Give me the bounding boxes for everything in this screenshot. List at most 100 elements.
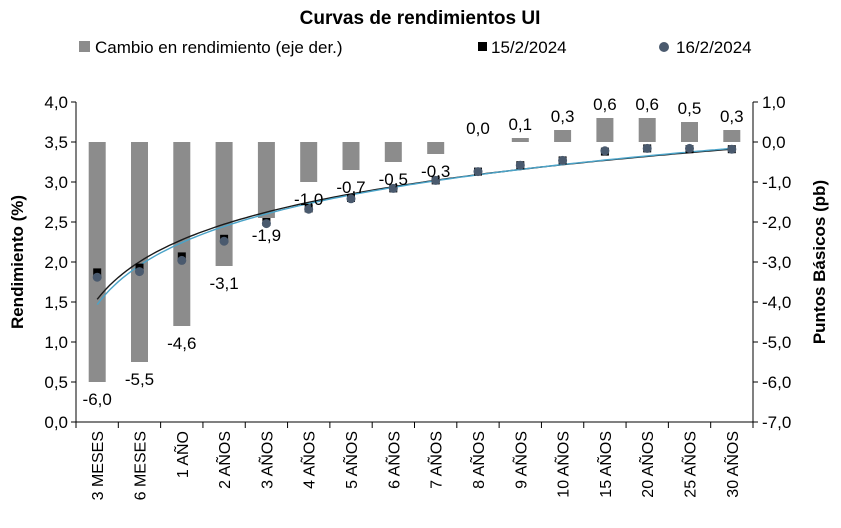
y-left-tick-label-5: 2,5 xyxy=(44,213,68,232)
y-left-tick-label-7: 3,5 xyxy=(44,133,68,152)
series2-point-13 xyxy=(642,143,652,153)
bar-label-1: -5,5 xyxy=(125,370,154,389)
x-category-label-8: 7 AÑOS xyxy=(426,431,446,489)
series2-point-5 xyxy=(304,204,314,214)
y-left-tick-label-8: 4,0 xyxy=(44,93,68,112)
legend-series1-label: 15/2/2024 xyxy=(491,38,567,57)
y-right-tick-label-8: 1,0 xyxy=(762,93,786,112)
y-right-tick-label-1: -6,0 xyxy=(762,373,791,392)
y-left-tick-label-1: 0,5 xyxy=(44,373,68,392)
bar-4 xyxy=(257,142,275,218)
series2-point-1 xyxy=(135,267,144,277)
y-left-tick-label-0: 0,0 xyxy=(44,413,68,432)
x-category-label-4: 3 AÑOS xyxy=(256,431,276,489)
bar-1 xyxy=(131,142,148,362)
bars-group xyxy=(88,118,741,382)
x-category-label-15: 30 AÑOS xyxy=(722,431,742,498)
x-category-label-6: 5 AÑOS xyxy=(341,431,361,489)
x-category-label-0: 3 MESES xyxy=(90,431,107,500)
y-right-tick-label-3: -4,0 xyxy=(762,293,791,312)
y-right-tick-label-2: -5,0 xyxy=(762,333,791,352)
series2-point-11 xyxy=(558,155,568,165)
trend-line-2 xyxy=(96,147,732,306)
series2-point-6 xyxy=(346,194,356,204)
y-axis-right-label: Puntos Básicos (pb) xyxy=(810,180,829,344)
y-axis-left-label: Rendimiento (%) xyxy=(8,195,27,329)
y-left-tick-label-2: 1,0 xyxy=(44,333,68,352)
series2-point-10 xyxy=(515,160,525,170)
bar-label-5: -1,0 xyxy=(294,190,323,209)
y-right-tick-label-7: 0,0 xyxy=(762,133,786,152)
series2-point-2 xyxy=(177,255,187,265)
legend-bars-swatch xyxy=(79,41,90,52)
bar-label-10: 0,1 xyxy=(508,115,532,134)
series2-point-3 xyxy=(219,236,229,246)
legend-series2-marker xyxy=(659,42,669,52)
bar-15 xyxy=(723,130,741,142)
bar-13 xyxy=(638,118,656,142)
series2-point-15 xyxy=(727,144,737,154)
bar-label-6: -0,7 xyxy=(336,178,365,197)
legend-series1-marker xyxy=(478,42,487,51)
y-right-tick-label-6: -1,0 xyxy=(762,173,791,192)
bar-label-14: 0,5 xyxy=(678,99,702,118)
series2-point-0 xyxy=(92,272,102,282)
axes-group: 0,00,51,01,52,02,53,03,54,0-7,0-6,0-5,0-… xyxy=(44,93,791,500)
x-category-label-5: 4 AÑOS xyxy=(299,431,319,489)
series2-point-8 xyxy=(431,175,441,185)
bar-10 xyxy=(511,138,529,142)
bar-label-3: -3,1 xyxy=(209,274,238,293)
x-category-label-9: 8 AÑOS xyxy=(468,431,488,489)
y-right-tick-label-5: -2,0 xyxy=(762,213,791,232)
series2-point-12 xyxy=(600,146,610,156)
series2-point-7 xyxy=(388,183,398,193)
bar-2 xyxy=(173,142,191,326)
bar-label-11: 0,3 xyxy=(551,107,575,126)
bar-label-2: -4,6 xyxy=(167,334,196,353)
bar-14 xyxy=(681,122,698,142)
x-category-label-10: 9 AÑOS xyxy=(510,431,530,489)
y-right-tick-label-4: -3,0 xyxy=(762,253,791,272)
trend-line-1 xyxy=(96,148,732,300)
legend-series2-label: 16/2/2024 xyxy=(676,38,752,57)
series2-point-4 xyxy=(261,219,271,229)
bar-label-7: -0,5 xyxy=(379,170,408,189)
x-category-label-1: 6 MESES xyxy=(133,431,150,500)
markers-group xyxy=(92,143,737,282)
x-category-label-13: 20 AÑOS xyxy=(637,431,657,498)
legend: Cambio en rendimiento (eje der.) 15/2/20… xyxy=(79,38,752,57)
bar-labels-group: -6,0 -5,5 -4,6 -3,1 -1,9 -1,0 -0,7 -0,5 -0,3 0,0 0… xyxy=(83,95,744,409)
x-category-label-11: 10 AÑOS xyxy=(553,431,573,498)
x-category-label-3: 2 AÑOS xyxy=(214,431,234,489)
bar-5 xyxy=(300,142,318,182)
bar-label-12: 0,6 xyxy=(593,95,617,114)
trend-lines xyxy=(96,147,732,306)
bar-label-8: -0,3 xyxy=(421,162,450,181)
bar-6 xyxy=(342,142,360,170)
series2-point-9 xyxy=(473,167,483,177)
y-left-tick-label-3: 1,5 xyxy=(44,293,68,312)
series2-point-14 xyxy=(685,143,694,153)
bar-12 xyxy=(596,118,614,142)
x-category-label-14: 25 AÑOS xyxy=(680,431,700,498)
bar-11 xyxy=(554,130,572,142)
bar-label-4: -1,9 xyxy=(252,226,281,245)
y-left-tick-label-6: 3,0 xyxy=(44,173,68,192)
bar-3 xyxy=(215,142,233,266)
y-right-tick-label-0: -7,0 xyxy=(762,413,791,432)
chart-title: Curvas de rendimientos UI xyxy=(300,8,541,29)
bar-8 xyxy=(427,142,445,154)
bar-0 xyxy=(88,142,106,382)
bar-label-13: 0,6 xyxy=(635,95,659,114)
legend-bars-label: Cambio en rendimiento (eje der.) xyxy=(95,38,343,57)
x-category-label-2: 1 AÑO xyxy=(172,431,192,478)
series1-point-0 xyxy=(93,268,102,277)
bar-label-9: 0,0 xyxy=(466,119,490,138)
bar-7 xyxy=(384,142,402,162)
x-category-label-12: 15 AÑOS xyxy=(595,431,615,498)
bar-label-0: -6,0 xyxy=(83,390,112,409)
y-left-tick-label-4: 2,0 xyxy=(44,253,68,272)
x-category-label-7: 6 AÑOS xyxy=(383,431,403,489)
bar-label-15: 0,3 xyxy=(720,107,744,126)
